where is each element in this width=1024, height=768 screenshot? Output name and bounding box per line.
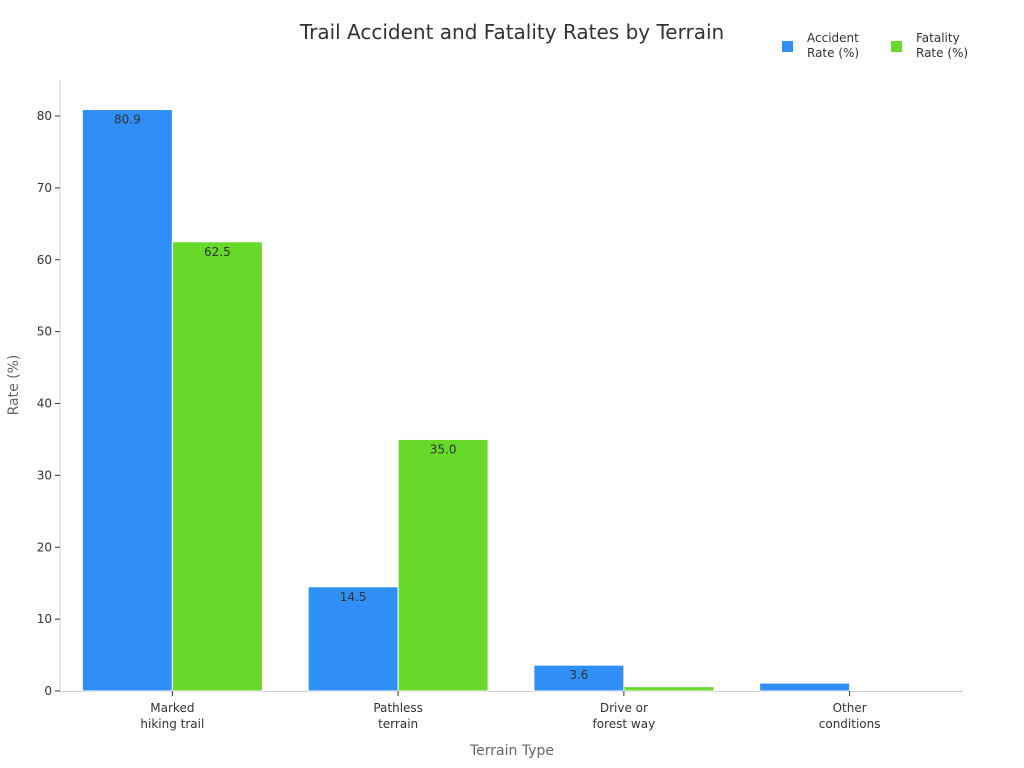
y-tick-label: 20 <box>37 540 52 554</box>
legend-label: Accident <box>807 31 859 45</box>
x-tick-label: Marked <box>150 701 194 715</box>
y-tick-label: 0 <box>44 684 52 698</box>
bar <box>623 686 715 692</box>
x-axis-title: Terrain Type <box>469 743 554 759</box>
bar <box>171 241 263 692</box>
legend: Accident Rate (%) Fatality Rate (%) <box>782 31 986 61</box>
legend-item-accident: Accident Rate (%) <box>782 31 877 61</box>
legend-item-fatality: Fatality Rate (%) <box>891 31 986 61</box>
bar-value-label: 62.5 <box>204 245 231 259</box>
bar <box>307 586 399 692</box>
bar <box>81 109 173 692</box>
y-tick-label: 60 <box>37 253 52 267</box>
y-tick-label: 70 <box>37 181 52 195</box>
y-axis-title: Rate (%) <box>6 355 22 416</box>
bar <box>533 664 625 692</box>
y-tick-label: 30 <box>37 468 52 482</box>
bar-value-label: 3.6 <box>569 668 588 682</box>
legend-swatch-fatality <box>891 40 902 52</box>
legend-label: Rate (%) <box>807 46 860 60</box>
y-tick-label: 10 <box>37 612 52 626</box>
legend-label: Fatality <box>916 31 960 45</box>
x-tick-label: Pathless <box>373 701 423 715</box>
x-tick-label: conditions <box>819 717 881 731</box>
x-tick-label: Drive or <box>600 701 648 715</box>
bar-value-label: 80.9 <box>114 113 141 127</box>
y-tick-label: 50 <box>37 325 52 339</box>
bar <box>759 682 851 692</box>
x-tick-label: terrain <box>378 717 418 731</box>
chart-title: Trail Accident and Fatality Rates by Ter… <box>299 20 725 44</box>
y-tick-label: 80 <box>37 109 52 123</box>
x-tick-label: forest way <box>593 717 656 731</box>
bar-value-label: 35.0 <box>430 442 457 456</box>
y-tick-label: 40 <box>37 397 52 411</box>
legend-label: Rate (%) <box>916 46 969 60</box>
bar <box>397 438 489 692</box>
legend-swatch-accident <box>782 40 793 52</box>
bar-value-label: 14.5 <box>340 590 367 604</box>
x-tick-label: Other <box>833 701 867 715</box>
x-tick-label: hiking trail <box>140 717 204 731</box>
